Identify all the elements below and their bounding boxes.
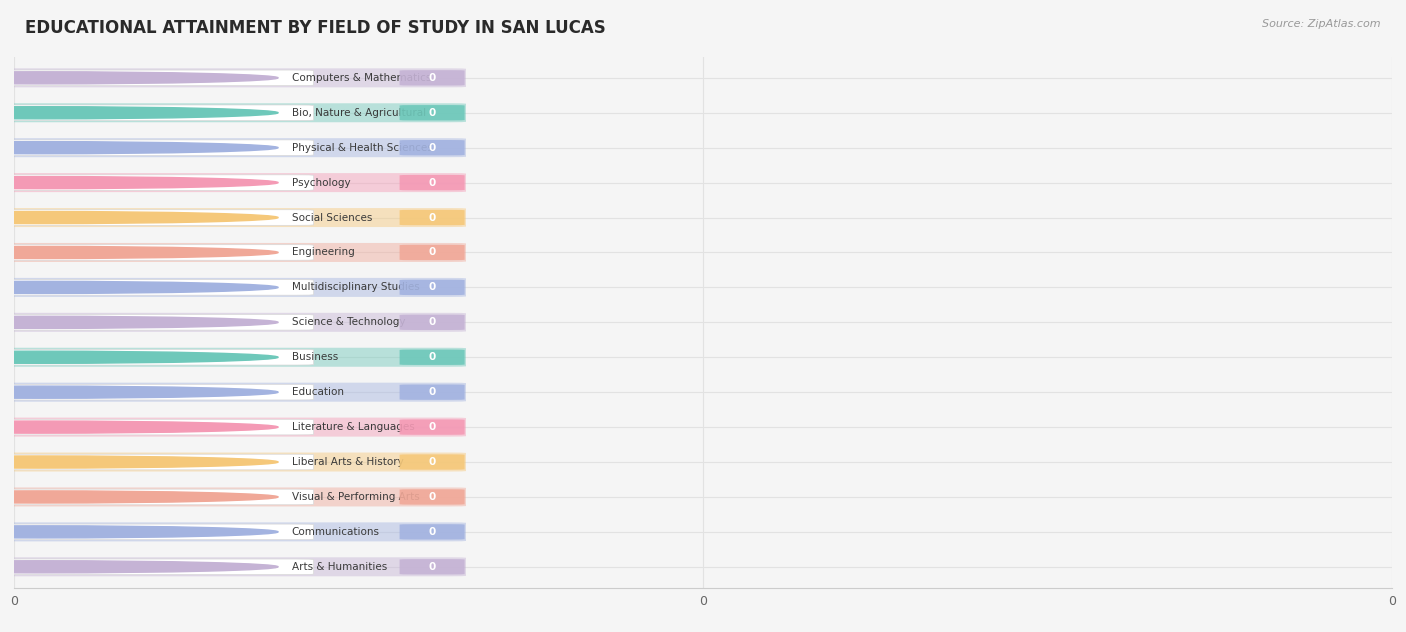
Text: 0: 0 — [429, 283, 436, 293]
FancyBboxPatch shape — [4, 70, 314, 85]
FancyBboxPatch shape — [4, 489, 314, 505]
Text: 0: 0 — [429, 108, 436, 118]
FancyBboxPatch shape — [4, 454, 314, 470]
Text: 0: 0 — [429, 352, 436, 362]
Text: 0: 0 — [429, 248, 436, 257]
FancyBboxPatch shape — [399, 175, 464, 190]
FancyBboxPatch shape — [399, 489, 464, 504]
FancyBboxPatch shape — [4, 210, 314, 226]
FancyBboxPatch shape — [399, 454, 464, 470]
Circle shape — [0, 281, 278, 293]
Circle shape — [0, 107, 278, 119]
FancyBboxPatch shape — [0, 487, 465, 506]
Text: Visual & Performing Arts: Visual & Performing Arts — [292, 492, 419, 502]
Text: Education: Education — [292, 387, 344, 397]
Text: Source: ZipAtlas.com: Source: ZipAtlas.com — [1263, 19, 1381, 29]
FancyBboxPatch shape — [0, 557, 465, 576]
Text: Psychology: Psychology — [292, 178, 350, 188]
FancyBboxPatch shape — [399, 559, 464, 574]
FancyBboxPatch shape — [0, 68, 465, 87]
FancyBboxPatch shape — [4, 315, 314, 330]
Circle shape — [0, 72, 278, 84]
FancyBboxPatch shape — [399, 384, 464, 400]
FancyBboxPatch shape — [0, 138, 465, 157]
Circle shape — [0, 421, 278, 433]
FancyBboxPatch shape — [399, 420, 464, 435]
Text: Social Sciences: Social Sciences — [292, 212, 373, 222]
Text: Computers & Mathematics: Computers & Mathematics — [292, 73, 432, 83]
Circle shape — [0, 456, 278, 468]
Text: Bio, Nature & Agricultural: Bio, Nature & Agricultural — [292, 108, 426, 118]
FancyBboxPatch shape — [399, 70, 464, 85]
Circle shape — [0, 212, 278, 224]
Text: 0: 0 — [429, 317, 436, 327]
FancyBboxPatch shape — [4, 245, 314, 260]
FancyBboxPatch shape — [4, 419, 314, 435]
Circle shape — [0, 316, 278, 329]
FancyBboxPatch shape — [0, 523, 465, 542]
FancyBboxPatch shape — [0, 173, 465, 192]
Text: 0: 0 — [429, 562, 436, 572]
Text: Communications: Communications — [292, 527, 380, 537]
Text: Liberal Arts & History: Liberal Arts & History — [292, 457, 404, 467]
Circle shape — [0, 246, 278, 258]
Text: 0: 0 — [429, 457, 436, 467]
Text: Engineering: Engineering — [292, 248, 354, 257]
FancyBboxPatch shape — [399, 315, 464, 330]
Text: Arts & Humanities: Arts & Humanities — [292, 562, 387, 572]
Text: 0: 0 — [429, 527, 436, 537]
FancyBboxPatch shape — [4, 559, 314, 574]
Text: 0: 0 — [429, 143, 436, 153]
Text: Science & Technology: Science & Technology — [292, 317, 405, 327]
Text: 0: 0 — [429, 73, 436, 83]
Circle shape — [0, 351, 278, 363]
Circle shape — [0, 561, 278, 573]
Text: 0: 0 — [429, 178, 436, 188]
FancyBboxPatch shape — [399, 210, 464, 225]
FancyBboxPatch shape — [4, 524, 314, 540]
FancyBboxPatch shape — [0, 382, 465, 402]
Text: Literature & Languages: Literature & Languages — [292, 422, 415, 432]
Text: 0: 0 — [429, 387, 436, 397]
FancyBboxPatch shape — [399, 524, 464, 540]
FancyBboxPatch shape — [0, 103, 465, 122]
FancyBboxPatch shape — [0, 348, 465, 367]
Text: EDUCATIONAL ATTAINMENT BY FIELD OF STUDY IN SAN LUCAS: EDUCATIONAL ATTAINMENT BY FIELD OF STUDY… — [25, 19, 606, 37]
FancyBboxPatch shape — [4, 279, 314, 295]
Text: 0: 0 — [429, 492, 436, 502]
FancyBboxPatch shape — [0, 208, 465, 227]
Text: Business: Business — [292, 352, 337, 362]
Circle shape — [0, 142, 278, 154]
Circle shape — [0, 491, 278, 503]
Text: 0: 0 — [429, 422, 436, 432]
FancyBboxPatch shape — [4, 175, 314, 190]
Text: Multidisciplinary Studies: Multidisciplinary Studies — [292, 283, 419, 293]
FancyBboxPatch shape — [399, 245, 464, 260]
FancyBboxPatch shape — [4, 140, 314, 155]
Circle shape — [0, 526, 278, 538]
FancyBboxPatch shape — [399, 349, 464, 365]
FancyBboxPatch shape — [4, 349, 314, 365]
Text: Physical & Health Sciences: Physical & Health Sciences — [292, 143, 433, 153]
FancyBboxPatch shape — [399, 140, 464, 155]
Circle shape — [0, 386, 278, 398]
FancyBboxPatch shape — [0, 313, 465, 332]
FancyBboxPatch shape — [399, 280, 464, 295]
Text: 0: 0 — [429, 212, 436, 222]
FancyBboxPatch shape — [0, 418, 465, 437]
Circle shape — [0, 176, 278, 189]
FancyBboxPatch shape — [4, 384, 314, 400]
FancyBboxPatch shape — [399, 105, 464, 121]
FancyBboxPatch shape — [4, 105, 314, 121]
FancyBboxPatch shape — [0, 453, 465, 471]
FancyBboxPatch shape — [0, 278, 465, 297]
FancyBboxPatch shape — [0, 243, 465, 262]
